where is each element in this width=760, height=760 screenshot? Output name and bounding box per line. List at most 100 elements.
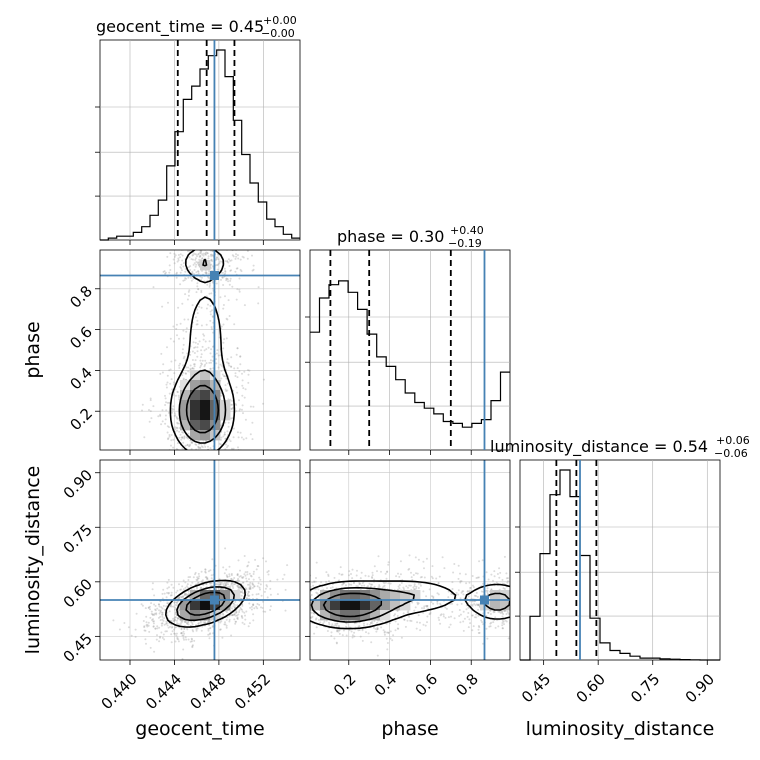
sample-point <box>191 272 194 275</box>
sample-point <box>193 245 195 247</box>
sample-point <box>386 570 389 573</box>
sample-point <box>238 586 241 589</box>
sample-point <box>516 587 518 589</box>
sample-point <box>182 262 185 265</box>
sample-point <box>177 394 180 397</box>
sample-point <box>359 582 362 585</box>
sample-point <box>207 276 210 279</box>
sample-point <box>217 587 220 590</box>
hist-frame <box>519 459 721 661</box>
sample-point <box>165 409 168 412</box>
sample-point <box>450 593 453 595</box>
sample-point <box>176 622 179 625</box>
sample-point <box>180 588 183 591</box>
sample-point <box>304 603 306 605</box>
sample-point <box>222 566 225 569</box>
sample-point <box>152 405 155 408</box>
sample-point <box>238 277 241 280</box>
sample-point <box>361 629 364 632</box>
sample-point <box>156 607 159 610</box>
sample-point <box>342 582 345 585</box>
sample-point <box>406 611 409 614</box>
density-cell <box>200 410 211 421</box>
sample-point <box>240 614 243 617</box>
sample-point <box>164 418 167 421</box>
sample-point <box>183 471 185 473</box>
sample-point <box>206 283 209 286</box>
sample-point <box>164 272 167 275</box>
sample-point <box>286 629 288 631</box>
sample-point <box>162 588 165 591</box>
sample-point <box>222 304 225 306</box>
sample-point <box>172 446 175 449</box>
sample-point <box>190 258 193 261</box>
sample-point <box>170 605 173 608</box>
sample-point <box>243 304 246 307</box>
sample-point <box>178 461 180 463</box>
sample-point <box>442 615 445 618</box>
sample-point <box>516 590 518 592</box>
sample-point <box>153 614 156 616</box>
sample-point <box>215 362 218 365</box>
sample-point <box>154 627 157 630</box>
sample-point <box>250 605 253 608</box>
sample-point <box>328 623 331 626</box>
sample-point <box>182 265 185 268</box>
sample-point <box>197 470 199 472</box>
sample-point <box>400 581 403 584</box>
sample-point <box>149 410 152 413</box>
sample-point <box>201 241 203 243</box>
sample-point <box>151 613 154 616</box>
sample-point <box>485 571 488 574</box>
sample-point <box>419 582 422 585</box>
sample-point <box>198 575 201 578</box>
sample-point <box>439 622 442 625</box>
sample-point <box>459 597 462 600</box>
sample-point <box>262 557 265 560</box>
sample-point <box>420 576 423 578</box>
sample-point <box>238 585 241 588</box>
sample-point <box>441 556 444 559</box>
sample-point <box>496 573 499 575</box>
sample-point <box>476 576 479 579</box>
sample-point <box>235 611 238 614</box>
sample-point <box>177 257 180 260</box>
sample-point <box>515 623 517 625</box>
sample-point <box>284 588 287 591</box>
sample-point <box>165 401 167 404</box>
sample-point <box>417 614 420 617</box>
sample-point <box>188 289 191 292</box>
sample-point <box>199 457 201 459</box>
sample-point <box>207 257 210 260</box>
sample-point <box>252 613 255 616</box>
sample-point <box>266 585 269 588</box>
sample-point <box>239 408 241 411</box>
sample-point <box>423 567 425 570</box>
y-tick-label: 0.8 <box>66 282 96 312</box>
sample-point <box>436 592 439 595</box>
sample-point <box>182 279 185 282</box>
sample-point <box>182 431 185 434</box>
sample-point <box>165 386 168 389</box>
sample-point <box>182 247 184 249</box>
sample-point <box>210 348 213 351</box>
sample-point <box>493 575 496 578</box>
sample-point <box>204 457 206 459</box>
sample-point <box>303 627 305 629</box>
sample-point <box>225 317 228 320</box>
sample-point <box>306 621 308 623</box>
contour-level <box>165 579 246 628</box>
sample-point <box>399 560 402 563</box>
sample-point <box>219 621 222 624</box>
sample-point <box>207 243 209 245</box>
sample-point <box>223 623 226 626</box>
sample-point <box>185 366 188 369</box>
sample-point <box>341 583 344 586</box>
sample-point <box>226 616 229 619</box>
sample-point <box>386 642 389 644</box>
sample-point <box>209 367 212 370</box>
sample-point <box>432 602 435 605</box>
sample-point <box>241 604 244 607</box>
sample-point <box>511 589 513 591</box>
sample-point <box>193 273 196 276</box>
